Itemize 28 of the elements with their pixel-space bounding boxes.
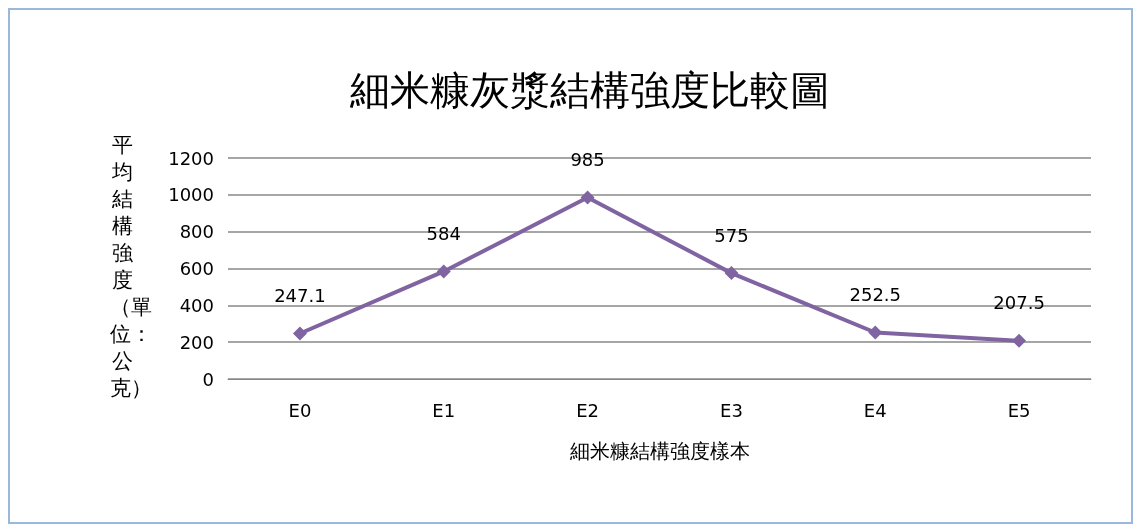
x-tick-label: E3 [720,399,743,421]
x-tick-label: E4 [863,399,887,421]
y-tick-label: 800 [179,221,214,243]
data-label: 207.5 [993,292,1045,314]
data-label: 252.5 [849,284,902,305]
point [292,326,307,341]
point [580,190,595,205]
point [1012,333,1027,348]
y-tick-label: 1200 [168,147,214,169]
data-label: 584 [426,222,461,244]
data-label: 247.1 [274,284,326,306]
y-tick-label: 0 [202,368,214,390]
y-tick-label: 1000 [168,184,214,206]
x-tick-label: E0 [288,399,312,421]
text: 平均結構強度（單位：公克） [110,133,152,400]
y-tick-label: 400 [179,294,214,316]
x-tick-label: E2 [576,399,599,421]
x-axis-title: 細米糠結構強度樣本 [568,439,750,463]
y-tick-label: 200 [179,331,214,353]
data-label: 575 [714,224,749,246]
point [868,325,883,340]
x-tick-label: E5 [1007,399,1031,421]
chart-title: 細米糠灰漿結構強度比較圖 [349,67,830,113]
data-label: 985 [570,149,605,171]
point [436,264,451,279]
y-tick-label: 600 [179,258,214,279]
x-tick-label: E1 [432,399,456,421]
point [724,266,739,281]
